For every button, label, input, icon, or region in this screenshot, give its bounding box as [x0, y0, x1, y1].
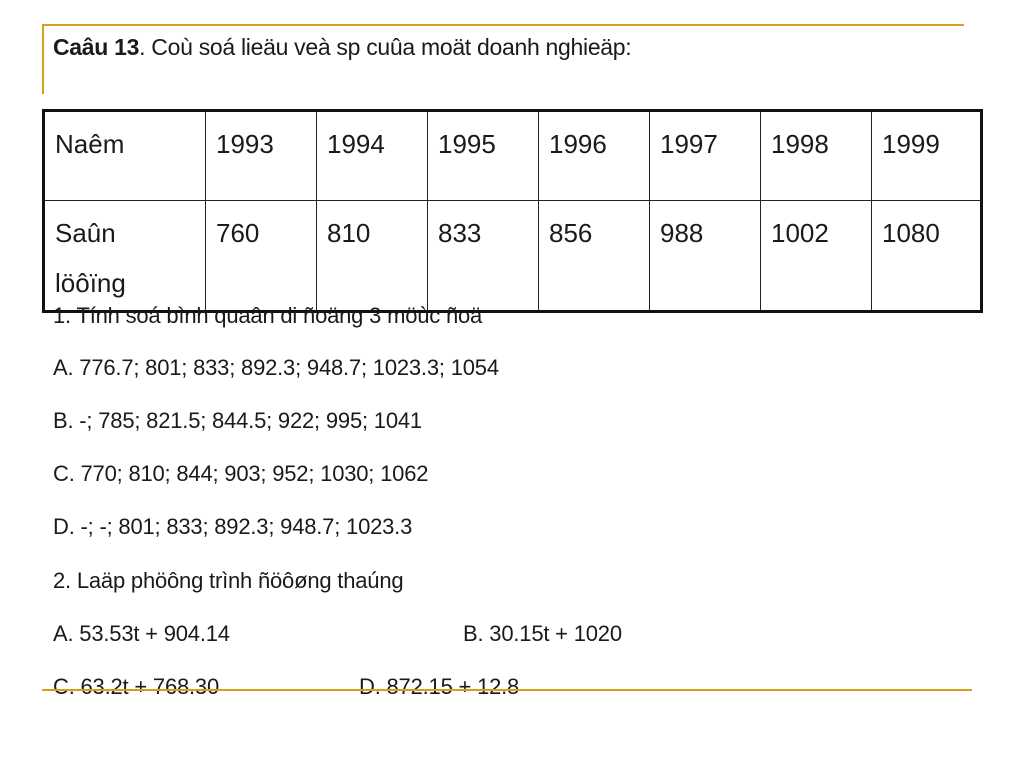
question1-option-c: C. 770; 810; 844; 903; 952; 1030; 1062 [53, 461, 429, 486]
value-cell: 760 [205, 200, 317, 312]
value-text: 810 [327, 218, 371, 248]
value-cell: 833 [427, 200, 539, 312]
bottom-rule [42, 689, 972, 691]
question1-option-b: B. -; 785; 821.5; 844.5; 922; 995; 1041 [53, 408, 422, 433]
question1-option-d: D. -; -; 801; 833; 892.3; 948.7; 1023.3 [53, 514, 413, 539]
title-text: . Coù soá lieäu veà sp cuûa moät doanh n… [139, 34, 632, 60]
question1-prompt: 1. Tính soá bình quaân di ñoäng 3 möùc ñ… [53, 303, 483, 328]
question2-option-c: C. 63.2t + 768.30 [53, 674, 220, 699]
row-label-line1: Saûn [55, 218, 116, 248]
question1-option-a: A. 776.7; 801; 833; 892.3; 948.7; 1023.3… [53, 355, 499, 380]
year-cell: 1993 [205, 110, 317, 201]
title-rule-top [42, 24, 964, 26]
value-cell: 1080 [871, 200, 982, 312]
value-text: 856 [549, 218, 593, 248]
question2-option-d: D. 872.15 + 12.8 [359, 674, 520, 699]
value-text: 1002 [771, 218, 829, 248]
value-text: 760 [216, 218, 260, 248]
question2-option-b: B. 30.15t + 1020 [463, 621, 622, 646]
slide-title: Caâu 13. Coù soá lieäu veà sp cuûa moät … [53, 34, 632, 61]
value-text: 988 [660, 218, 704, 248]
year-cell: 1995 [427, 110, 539, 201]
question2-prompt: 2. Laäp phöông trình ñöôøng thaúng [53, 568, 404, 593]
data-table: Naêm 1993 1994 1995 1996 1997 1998 1999 … [42, 109, 983, 313]
question-number: Caâu 13 [53, 34, 140, 60]
title-rule-left [42, 24, 44, 94]
value-cell: 988 [649, 200, 761, 312]
year-cell: 1998 [760, 110, 872, 201]
value-cell: 810 [316, 200, 428, 312]
row-label-cell: Saûn löôïng [43, 200, 206, 312]
question2-option-a: A. 53.53t + 904.14 [53, 621, 230, 646]
value-text: 1080 [882, 218, 940, 248]
year-cell: 1997 [649, 110, 761, 201]
value-cell: 856 [538, 200, 650, 312]
table-row-year: Naêm 1993 1994 1995 1996 1997 1998 1999 [43, 110, 982, 201]
header-label-cell: Naêm [43, 110, 206, 201]
table-row-output: Saûn löôïng 760 810 833 856 988 1002 1080 [43, 200, 982, 312]
row-label-line2: löôïng [55, 268, 126, 298]
year-cell: 1999 [871, 110, 982, 201]
year-cell: 1996 [538, 110, 650, 201]
value-text: 833 [438, 218, 482, 248]
value-cell: 1002 [760, 200, 872, 312]
year-cell: 1994 [316, 110, 428, 201]
